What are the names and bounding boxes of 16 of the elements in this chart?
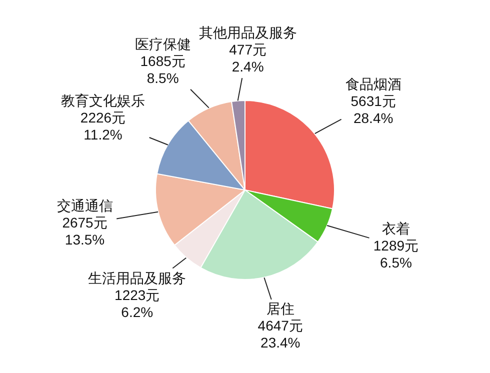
data-label: 1289元 6.5%	[373, 237, 419, 270]
data-label: 2226元 11.2%	[80, 110, 126, 143]
data-label: 1685元 8.5%	[140, 52, 186, 86]
slice-label: 教育文化娱乐	[60, 92, 145, 109]
slice-label: 生活用品及服务	[88, 270, 186, 286]
slice-label: 其他用品及服务	[198, 24, 297, 40]
slice-label: 交通通信	[56, 197, 113, 214]
slice-label: 医疗保健	[134, 36, 191, 52]
slice-label: 衣着	[382, 220, 410, 236]
slice-label: 食品烟酒	[345, 76, 402, 92]
data-label: 477元 2.4%	[229, 41, 266, 74]
data-label: 4647元 23.4%	[258, 318, 303, 351]
data-label: 5631元 28.4%	[350, 92, 396, 126]
data-label: 2675元 13.5%	[62, 214, 108, 248]
data-label: 1223元 6.2%	[114, 286, 160, 320]
slice-label: 居住	[266, 300, 294, 317]
